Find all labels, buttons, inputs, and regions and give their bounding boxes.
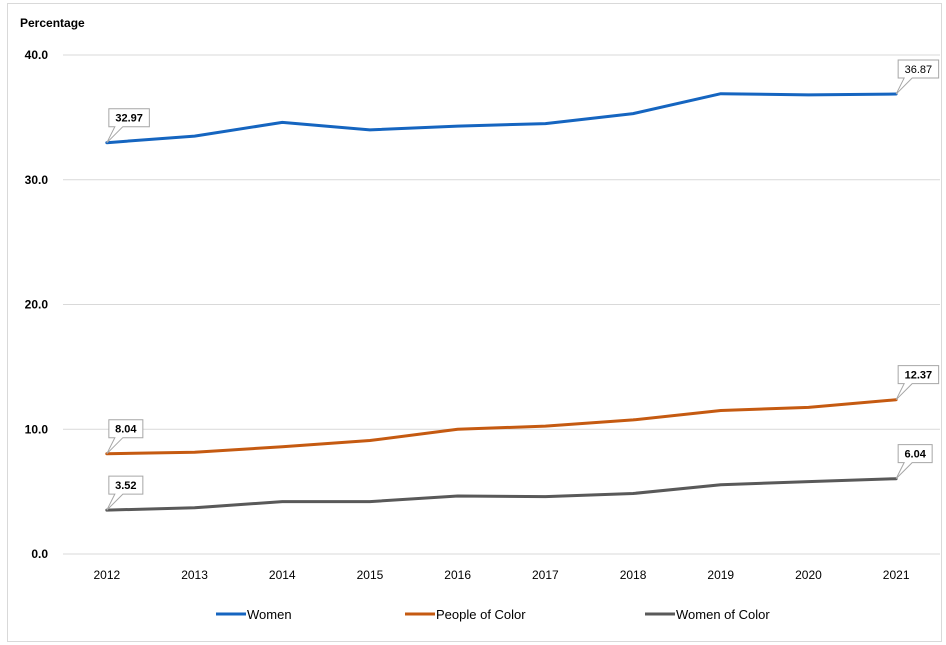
y-tick-label: 20.0 [25,298,49,312]
x-tick-label: 2019 [707,568,734,582]
x-tick-label: 2012 [93,568,120,582]
x-tick-label: 2021 [883,568,910,582]
data-label-text: 8.04 [115,424,137,436]
data-label-box [106,475,144,511]
legend-label: Women of Color [676,607,770,622]
data-label-box [106,108,150,144]
series-lines [105,92,898,512]
legend: Women People of Color Women of Color [216,607,770,622]
data-label-box [895,365,940,401]
data-label-text: 36.87 [905,64,933,76]
legend-item: Women of Color [645,607,770,622]
gridlines [63,54,940,555]
x-axis-ticks: 2012 2013 2014 2015 2016 2017 2018 2019 2020 2021 [93,568,909,582]
y-axis-ticks: 0.0 10.0 20.0 30.0 40.0 [25,48,49,561]
data-label-text: 6.04 [904,449,926,461]
x-tick-label: 2016 [444,568,471,582]
legend-item: Women [216,607,292,622]
series-line [105,477,898,512]
x-tick-label: 2015 [357,568,384,582]
data-label-box [106,419,144,455]
data-label-text: 32.97 [115,113,143,125]
legend-label: Women [247,607,292,622]
series-line [105,398,898,456]
y-tick-label: 0.0 [31,547,48,561]
data-labels: 32.97 36.87 8.04 12.37 3.52 6.04 [106,59,940,511]
x-tick-label: 2014 [269,568,296,582]
data-label: 6.04 [895,444,933,480]
x-tick-label: 2013 [181,568,208,582]
y-tick-label: 30.0 [25,173,49,187]
data-label-text: 3.52 [115,480,136,492]
x-tick-label: 2018 [620,568,647,582]
legend-item: People of Color [405,607,526,622]
series-line [105,92,898,145]
data-label-text: 12.37 [905,370,933,382]
y-axis-title: Percentage [20,16,85,30]
data-label: 36.87 [895,59,940,95]
y-tick-label: 10.0 [25,422,49,436]
legend-label: People of Color [436,607,526,622]
data-label-box [895,444,933,480]
chart-frame [7,3,942,642]
x-tick-label: 2017 [532,568,559,582]
data-label-box [895,59,940,95]
y-tick-label: 40.0 [25,48,49,62]
data-label: 32.97 [106,108,150,144]
data-label: 8.04 [106,419,144,455]
data-label: 12.37 [895,365,940,401]
x-tick-label: 2020 [795,568,822,582]
data-label: 3.52 [106,475,144,511]
